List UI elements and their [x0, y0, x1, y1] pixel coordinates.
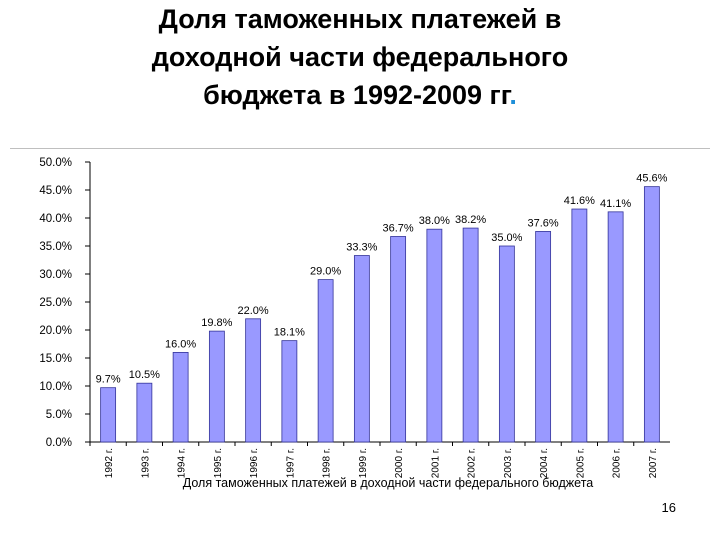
y-tick-label: 0.0% [46, 437, 72, 449]
y-tick-label: 35.0% [39, 241, 72, 253]
bar [498, 245, 515, 443]
category-label: 2005 г. [575, 448, 586, 478]
category-label: 2001 г. [430, 448, 441, 478]
x-axis-label: Доля таможенных платежей в доходной част… [183, 476, 594, 490]
bar [643, 186, 660, 443]
data-label: 22.0% [238, 305, 269, 317]
data-label: 38.0% [419, 215, 450, 227]
data-label: 9.7% [96, 374, 121, 386]
title-line-1: Доля таможенных платежей в [158, 4, 562, 34]
bar [353, 255, 370, 443]
data-label: 19.8% [201, 317, 232, 329]
data-label: 36.7% [383, 222, 414, 234]
category-label: 1996 г. [249, 448, 260, 478]
bar [462, 227, 479, 443]
data-label: 33.3% [346, 242, 377, 254]
bar [535, 231, 552, 443]
category-label: 2002 г. [467, 448, 478, 478]
y-tick-label: 25.0% [39, 297, 72, 309]
bar [100, 387, 117, 443]
y-tick-label: 50.0% [39, 157, 72, 169]
data-label: 29.0% [310, 266, 341, 278]
bar [136, 382, 153, 443]
data-label: 18.1% [274, 327, 305, 339]
category-label: 1992 г. [104, 448, 115, 478]
bar-chart: 0.0% 5.0% 10.0% 15.0% 20.0% 25.0% 30.0% 35.0% 40… [39, 157, 670, 490]
bar [426, 228, 443, 443]
bar [208, 330, 225, 443]
category-label: 1993 г. [140, 448, 151, 478]
bar [245, 318, 262, 443]
category-label: 2007 г. [648, 448, 659, 478]
y-tick-label: 20.0% [39, 325, 72, 337]
title-dot: . [509, 80, 517, 110]
category-label: 2006 г. [612, 448, 623, 478]
category-label: 1997 г. [285, 448, 296, 478]
category-label: 2003 г. [503, 448, 514, 478]
category-label: 1998 г. [322, 448, 333, 478]
page-number: 16 [661, 500, 676, 515]
category-label: 1995 г. [213, 448, 224, 478]
data-label: 16.0% [165, 338, 196, 350]
title-line-3: бюджета в 1992-2009 гг. [0, 76, 720, 114]
title-line-2: доходной части федерального [151, 42, 569, 72]
category-label: 2000 г. [394, 448, 405, 478]
bar [281, 340, 298, 443]
category-label: 1994 г. [177, 448, 188, 478]
y-tick-label: 5.0% [46, 409, 72, 421]
y-tick-label: 10.0% [39, 381, 72, 393]
bar [172, 351, 189, 443]
chart-frame: 0.0% 5.0% 10.0% 15.0% 20.0% 25.0% 30.0% 35.0% 40… [10, 148, 710, 494]
slide-title: Доля таможенных платежей в доходной част… [0, 0, 720, 114]
category-label: 1999 г. [358, 448, 369, 478]
title-line-3-text: бюджета в 1992-2009 гг [203, 80, 510, 110]
data-label: 41.6% [564, 195, 595, 207]
data-label: 38.2% [455, 214, 486, 226]
data-label: 41.1% [600, 198, 631, 210]
bar [390, 236, 407, 443]
data-label: 10.5% [129, 369, 160, 381]
y-tick-label: 40.0% [39, 213, 72, 225]
bar [317, 279, 334, 443]
category-label: 2004 г. [539, 448, 550, 478]
y-tick-label: 30.0% [39, 269, 72, 281]
data-label: 37.6% [528, 217, 559, 229]
data-label: 35.0% [491, 232, 522, 244]
y-tick-label: 45.0% [39, 185, 72, 197]
bar [607, 211, 624, 443]
data-label: 45.6% [636, 173, 667, 185]
y-tick-label: 15.0% [39, 353, 72, 365]
bar [571, 208, 588, 443]
